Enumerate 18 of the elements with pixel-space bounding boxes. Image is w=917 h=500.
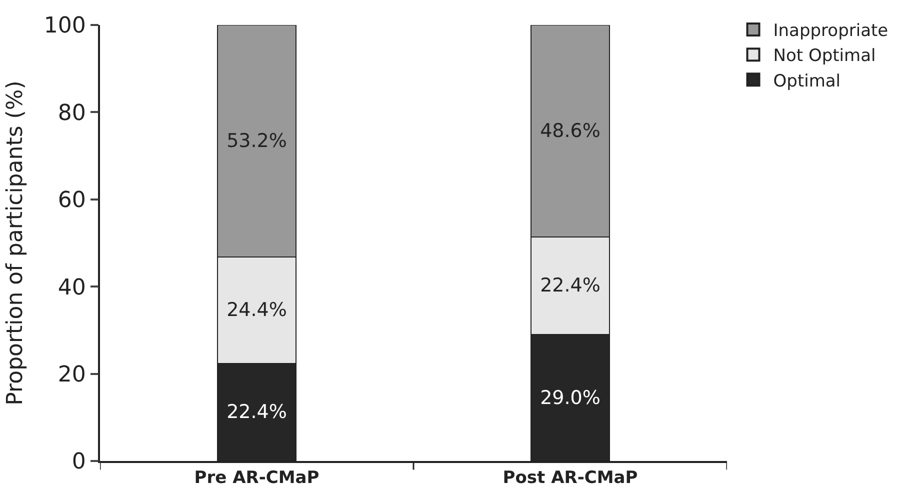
data-label: 53.2% [226,130,287,152]
x-tick-label: Pre AR-CMaP [194,468,320,488]
y-tick-label: 80 [58,100,86,126]
x-tick-label: Post AR-CMaP [502,468,638,488]
data-label: 24.4% [226,299,287,322]
y-tick-label: 0 [72,450,86,475]
data-label: 22.4% [540,274,600,297]
y-tick-label: 100 [44,14,86,39]
legend-label: Inappropriate [773,21,888,42]
legend-label: Optimal [773,71,841,92]
data-label: 48.6% [540,120,600,142]
data-label: 29.0% [540,386,600,409]
y-tick-label: 20 [58,362,86,388]
y-tick-label: 60 [58,188,86,214]
data-label: 22.4% [226,401,287,424]
y-tick-label: 40 [58,275,86,300]
legend-label: Not Optimal [773,46,876,66]
y-axis-title: Proportion of participants (%) [3,80,28,406]
